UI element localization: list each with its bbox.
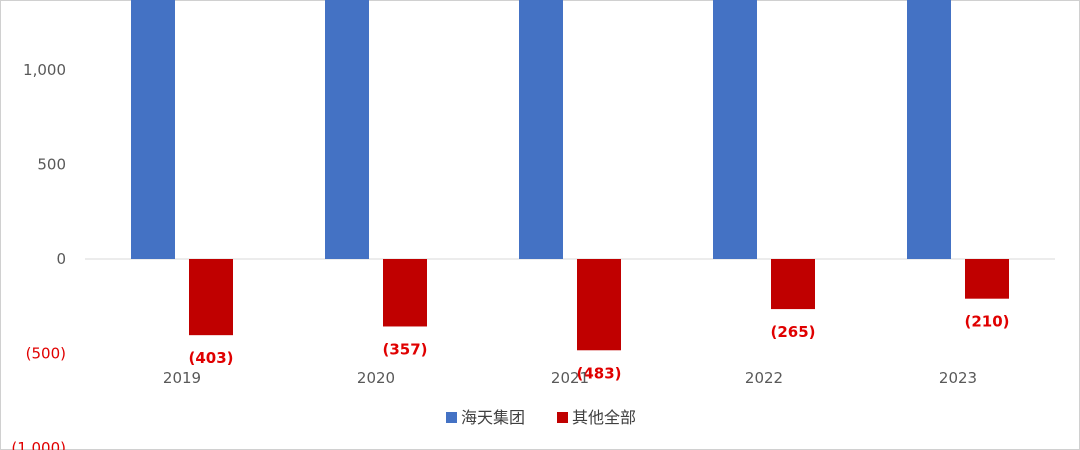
- y-tick-label: 500: [37, 156, 66, 174]
- y-tick-label: (1,000): [11, 439, 66, 450]
- legend-label: 海天集团: [461, 408, 525, 427]
- data-labels: 1,848(403)2,137(357)1,922(483)1,891(265)…: [188, 313, 1009, 383]
- data-label: (483): [576, 364, 621, 382]
- bar-haitian-group: [713, 0, 757, 259]
- bar-haitian-group: [907, 0, 951, 259]
- y-tick-label: (500): [26, 345, 66, 363]
- x-axis: 2019 2020 2021 2022 2023: [163, 369, 977, 387]
- legend: 海天集团 其他全部: [446, 408, 636, 427]
- legend-label: 其他全部: [572, 408, 636, 427]
- legend-item-haitian-group: 海天集团: [446, 408, 525, 427]
- legend-swatch: [446, 412, 457, 423]
- x-tick-label: 2020: [357, 369, 395, 387]
- legend-item-others: 其他全部: [557, 408, 636, 427]
- data-label: (357): [382, 340, 427, 358]
- data-label: (210): [964, 313, 1009, 331]
- bar-others: [965, 259, 1009, 299]
- x-tick-label: 2019: [163, 369, 201, 387]
- bar-others: [577, 259, 621, 351]
- y-tick-label: 1,000: [23, 61, 66, 79]
- bar-haitian-group: [519, 0, 563, 259]
- bar-others: [189, 259, 233, 336]
- legend-swatch: [557, 412, 568, 423]
- bar-haitian-group: [325, 0, 369, 259]
- x-tick-label: 2022: [745, 369, 783, 387]
- x-tick-label: 2023: [939, 369, 977, 387]
- bar-haitian-group: [131, 0, 175, 259]
- y-tick-label: 0: [56, 250, 66, 268]
- bars: [131, 0, 1009, 351]
- data-label: (265): [770, 323, 815, 341]
- bar-others: [771, 259, 815, 310]
- bar-others: [383, 259, 427, 327]
- data-label: (403): [188, 349, 233, 367]
- x-tick-label: 2021: [551, 369, 589, 387]
